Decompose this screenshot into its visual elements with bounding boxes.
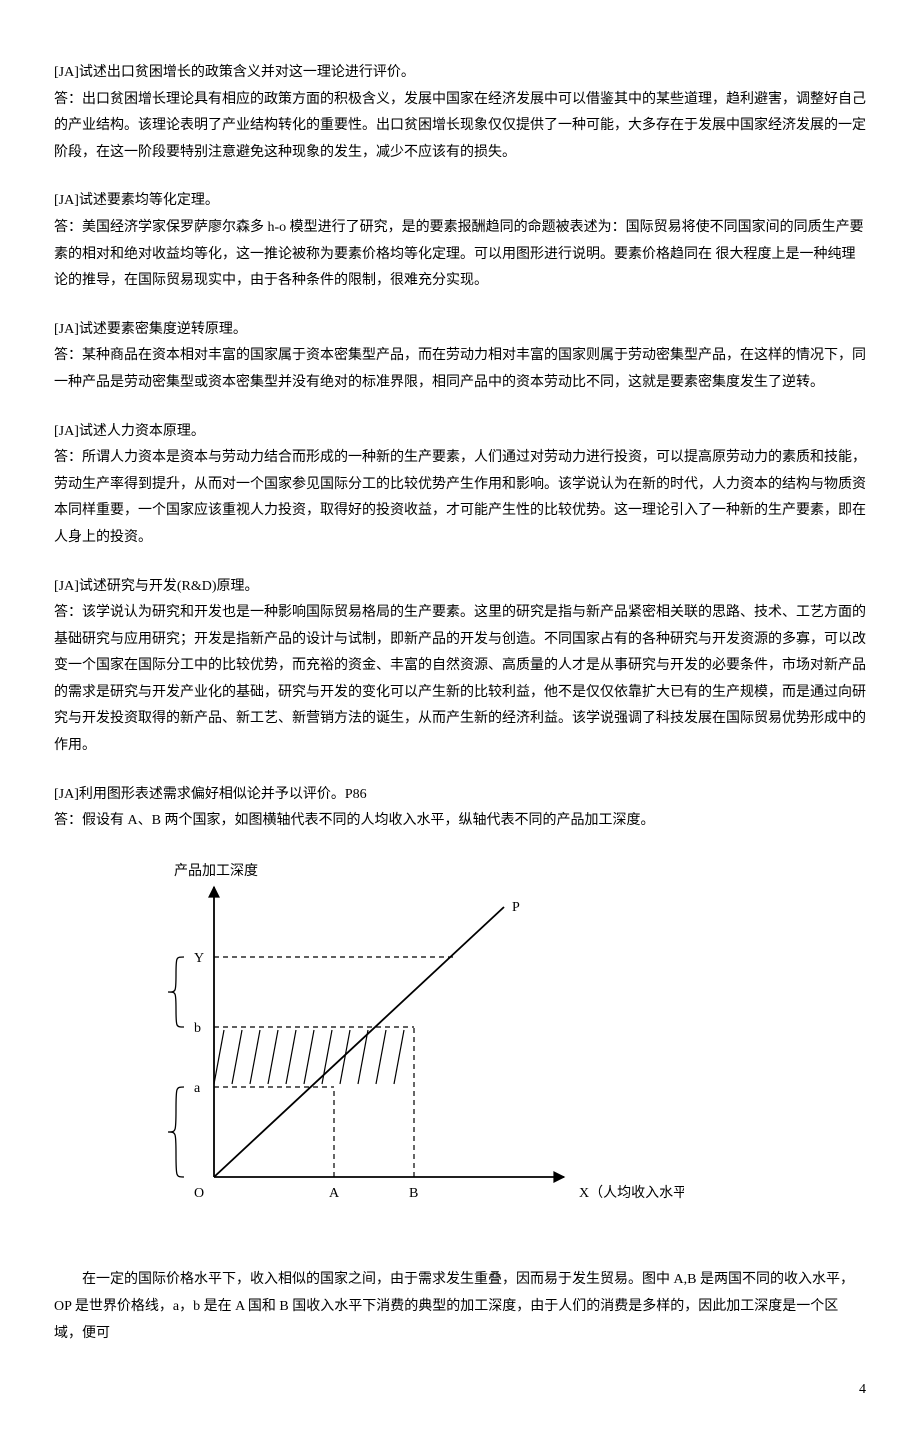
answer-5: 答：该学说认为研究和开发也是一种影响国际贸易格局的生产要素。这里的研究是指与新产… <box>54 600 866 760</box>
svg-text:Y: Y <box>194 951 204 966</box>
question-2: [JA]试述要素均等化定理。 <box>54 188 866 215</box>
answer-3: 答：某种商品在资本相对丰富的国家属于资本密集型产品，而在劳动力相对丰富的国家则属… <box>54 343 866 396</box>
question-1: [JA]试述出口贫困增长的政策含义并对这一理论进行评价。 <box>54 60 866 87</box>
qa-block-3: [JA]试述要素密集度逆转原理。 答：某种商品在资本相对丰富的国家属于资本密集型… <box>54 317 866 397</box>
svg-text:a: a <box>194 1081 201 1096</box>
svg-text:B: B <box>409 1186 418 1201</box>
qa-block-2: [JA]试述要素均等化定理。 答：美国经济学家保罗萨廖尔森多 h-o 模型进行了… <box>54 188 866 294</box>
answer-2: 答：美国经济学家保罗萨廖尔森多 h-o 模型进行了研究，是的要素报酬趋同的命题被… <box>54 215 866 295</box>
question-5: [JA]试述研究与开发(R&D)原理。 <box>54 574 866 601</box>
diagram-container: 产品加工深度 P Yb a A B O X（人均收入水平） <box>134 857 866 1238</box>
svg-text:A: A <box>329 1186 340 1201</box>
conclusion-text: 在一定的国际价格水平下，收入相似的国家之间，由于需求发生重叠，因而易于发生贸易。… <box>54 1267 866 1347</box>
svg-text:b: b <box>194 1021 201 1036</box>
qa-block-4: [JA]试述人力资本原理。 答：所谓人力资本是资本与劳动力结合而形成的一种新的生… <box>54 419 866 552</box>
svg-text:产品加工深度: 产品加工深度 <box>174 863 258 879</box>
answer-1: 答：出口贫困增长理论具有相应的政策方面的积极含义，发展中国家在经济发展中可以借鉴… <box>54 87 866 167</box>
qa-block-1: [JA]试述出口贫困增长的政策含义并对这一理论进行评价。 答：出口贫困增长理论具… <box>54 60 866 166</box>
answer-4: 答：所谓人力资本是资本与劳动力结合而形成的一种新的生产要素，人们通过对劳动力进行… <box>54 445 866 551</box>
economics-diagram: 产品加工深度 P Yb a A B O X（人均收入水平） <box>134 857 684 1227</box>
question-4: [JA]试述人力资本原理。 <box>54 419 866 446</box>
qa-block-5: [JA]试述研究与开发(R&D)原理。 答：该学说认为研究和开发也是一种影响国际… <box>54 574 866 760</box>
svg-text:P: P <box>512 900 520 915</box>
answer-6: 答：假设有 A、B 两个国家，如图横轴代表不同的人均收入水平，纵轴代表不同的产品… <box>54 808 866 835</box>
question-6: [JA]利用图形表述需求偏好相似论并予以评价。P86 <box>54 782 866 809</box>
qa-block-6: [JA]利用图形表述需求偏好相似论并予以评价。P86 答：假设有 A、B 两个国… <box>54 782 866 835</box>
page-number: 4 <box>54 1377 866 1404</box>
question-3: [JA]试述要素密集度逆转原理。 <box>54 317 866 344</box>
svg-text:O: O <box>194 1186 204 1201</box>
svg-text:X（人均收入水平）: X（人均收入水平） <box>579 1185 684 1201</box>
